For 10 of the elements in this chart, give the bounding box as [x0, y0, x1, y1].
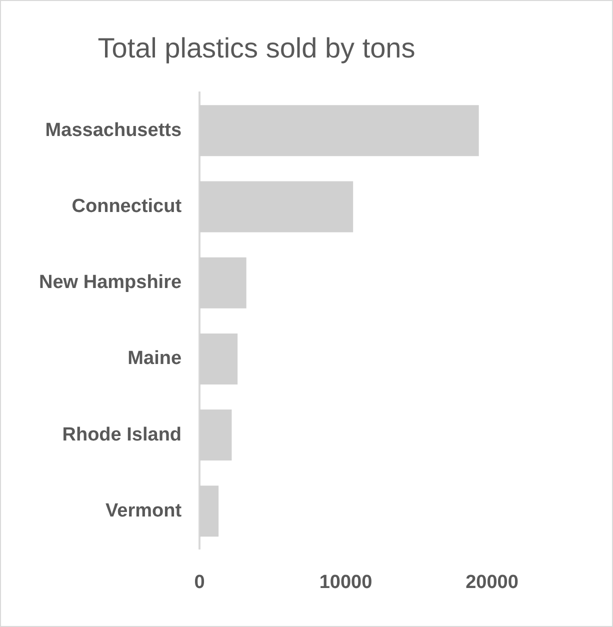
- chart-title: Total plastics sold by tons: [98, 32, 416, 64]
- x-tick-label: 20000: [466, 572, 518, 593]
- y-tick-label: Massachusetts: [45, 120, 182, 141]
- y-tick-label: Rhode Island: [62, 424, 182, 446]
- x-tick-label: 10000: [319, 572, 372, 593]
- y-tick-label: Vermont: [106, 500, 182, 522]
- y-tick-label: Maine: [128, 348, 182, 370]
- y-tick-label: New Hampshire: [39, 272, 182, 294]
- y-tick-label: Connecticut: [72, 196, 182, 217]
- x-tick-label: 0: [194, 572, 205, 593]
